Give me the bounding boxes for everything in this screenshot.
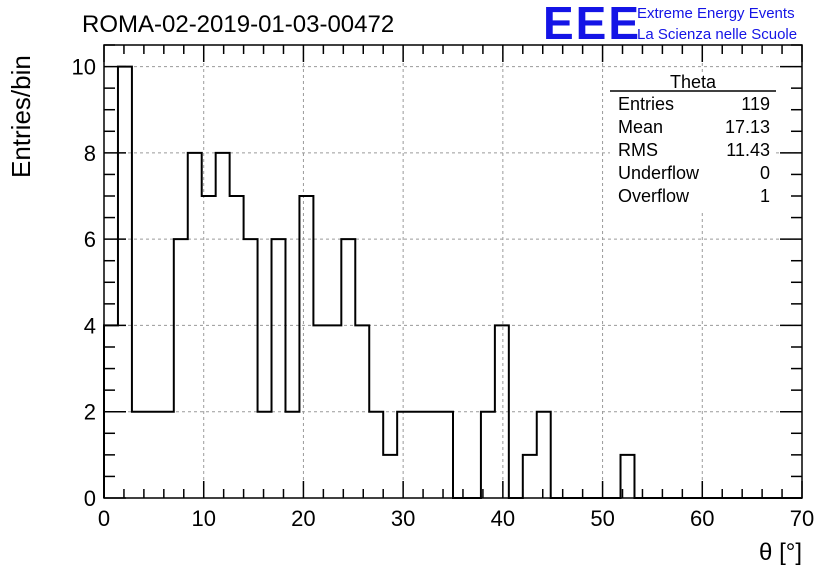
- histogram-outline: [103, 65, 802, 499]
- stats-label-overflow: Overflow: [618, 186, 690, 206]
- y-tick-label: 10: [72, 55, 96, 80]
- stats-label-underflow: Underflow: [618, 163, 700, 183]
- x-axis-label: θ [°]: [759, 539, 802, 566]
- x-tick-labels: 0 10 20 30 40 50 60 70: [98, 506, 814, 531]
- x-tick-label: 70: [790, 506, 814, 531]
- stats-value-entries: 119: [741, 94, 770, 114]
- eee-logo-line2: La Scienza nelle Scuole: [637, 26, 797, 43]
- stats-label-mean: Mean: [618, 117, 663, 137]
- eee-logo-letters: EEE: [543, 0, 641, 49]
- stats-box-background: [610, 72, 776, 212]
- histogram-series: [103, 65, 802, 499]
- y-tick-label: 8: [84, 141, 96, 166]
- x-tick-label: 30: [391, 506, 415, 531]
- stats-value-mean: 17.13: [725, 117, 770, 137]
- x-tick-label: 40: [491, 506, 515, 531]
- y-tick-label: 2: [84, 400, 96, 425]
- x-tick-label: 20: [291, 506, 315, 531]
- y-tick-label: 0: [84, 486, 96, 511]
- y-tick-label: 4: [84, 313, 96, 338]
- eee-logo-line1: Extreme Energy Events: [637, 5, 795, 22]
- eee-logo: EEE Extreme Energy Events La Scienza nel…: [543, 0, 797, 49]
- axis-ticks: [103, 44, 803, 499]
- stats-label-entries: Entries: [618, 94, 674, 114]
- x-tick-label: 60: [690, 506, 714, 531]
- y-tick-labels: 0 2 4 6 8 10: [72, 55, 96, 511]
- stats-value-rms: 11.43: [726, 140, 770, 160]
- stats-label-rms: RMS: [618, 140, 658, 160]
- y-axis-label: Entries/bin: [6, 55, 36, 178]
- x-tick-label: 10: [191, 506, 215, 531]
- stats-box: Theta Entries 119 Mean 17.13 RMS 11.43 U…: [610, 72, 776, 212]
- x-tick-label: 50: [590, 506, 614, 531]
- stats-box-title: Theta: [670, 72, 717, 92]
- chart-title: ROMA-02-2019-01-03-00472: [82, 11, 394, 38]
- stats-value-overflow: 1: [760, 186, 770, 206]
- y-tick-label: 6: [84, 227, 96, 252]
- x-tick-label: 0: [98, 506, 110, 531]
- plot-frame: [103, 44, 803, 499]
- stats-value-underflow: 0: [760, 163, 770, 183]
